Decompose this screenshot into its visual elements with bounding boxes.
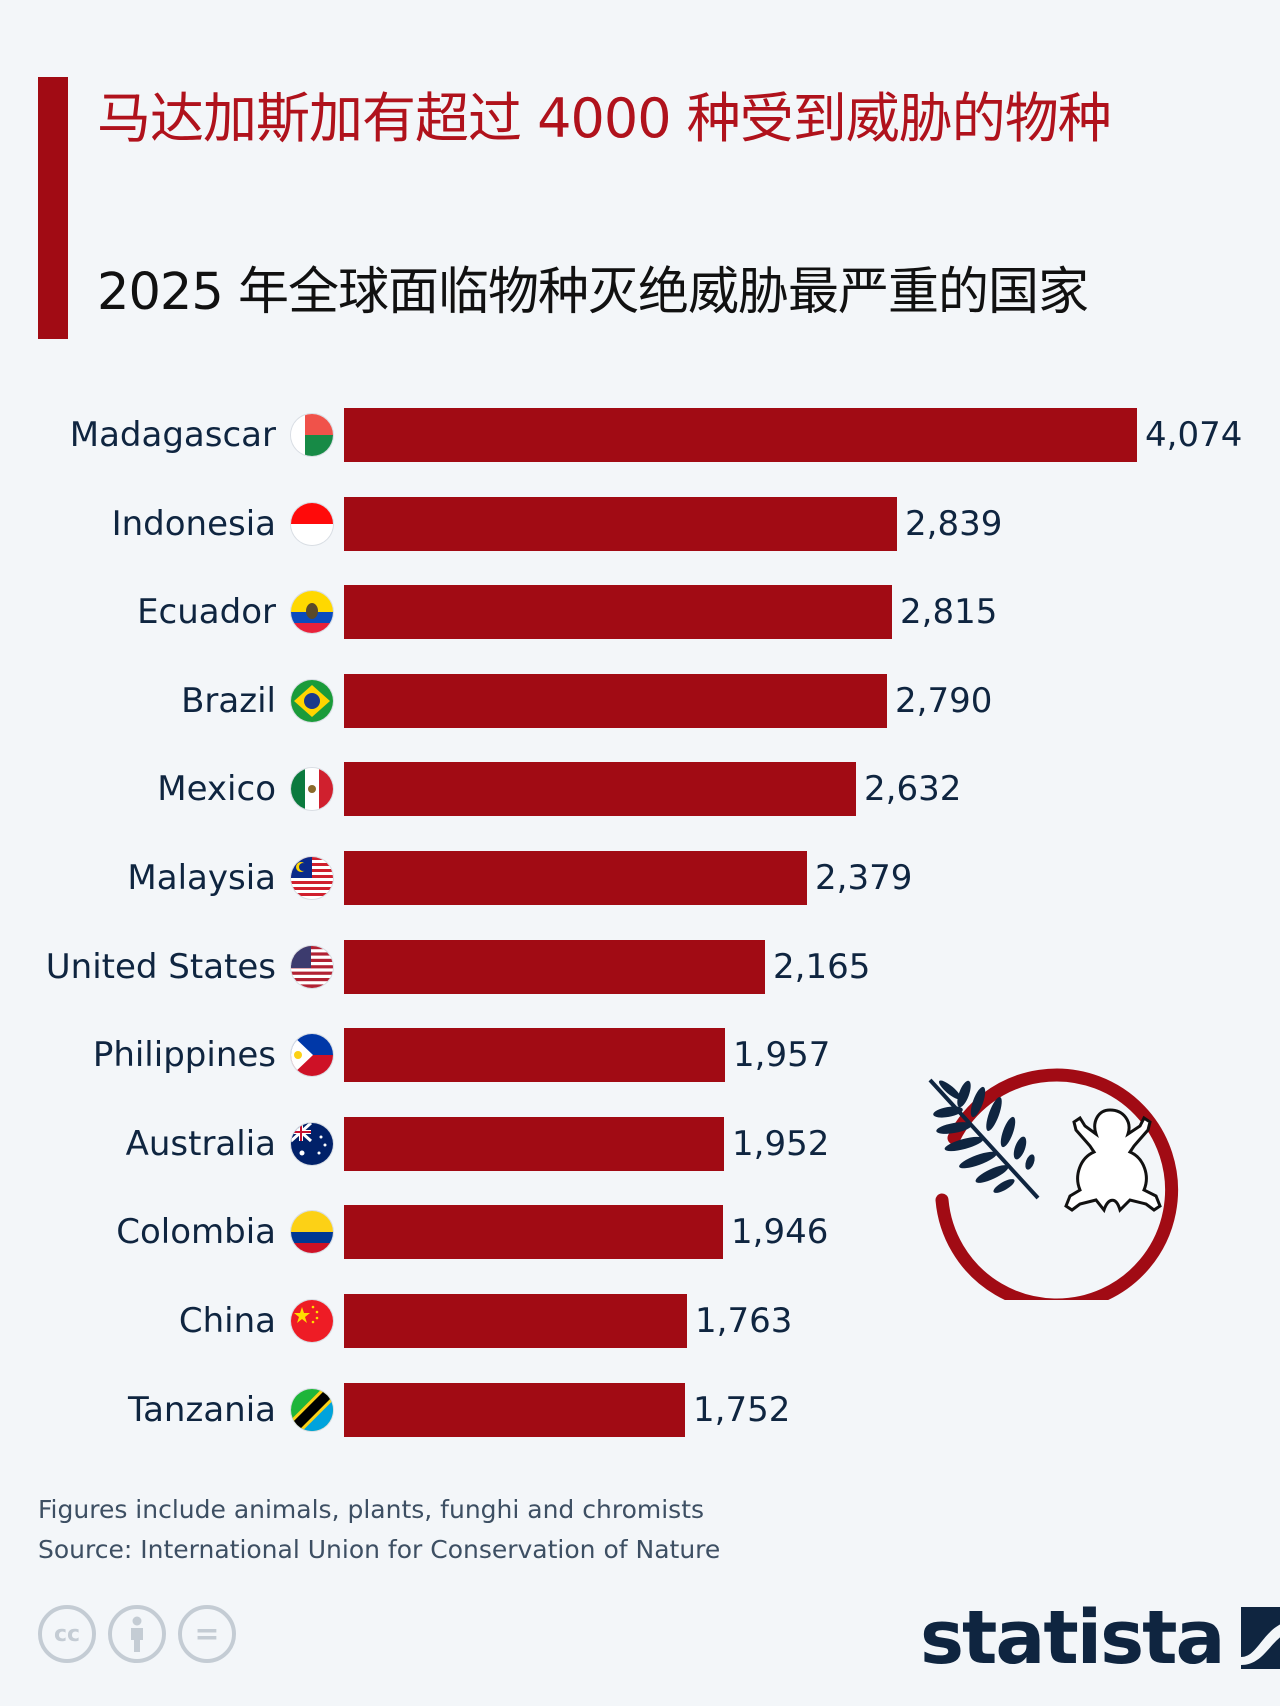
bar[interactable] xyxy=(344,1294,687,1348)
bar-row: Mexico 2,632 xyxy=(0,762,1280,817)
country-label: Australia xyxy=(125,1123,276,1164)
license-icons: cc = xyxy=(38,1605,236,1663)
mexico-flag-icon xyxy=(291,768,333,811)
ecuador-flag-icon xyxy=(291,591,333,634)
bar-row: United States 2,165 xyxy=(0,939,1280,994)
bar[interactable] xyxy=(344,496,897,551)
bar-row: Malaysia 2,379 xyxy=(0,851,1280,905)
statista-logo[interactable]: statista xyxy=(920,1598,1280,1678)
usa-flag-icon xyxy=(291,945,333,988)
bar[interactable] xyxy=(344,762,856,817)
bar[interactable] xyxy=(344,1028,725,1083)
country-label: Brazil xyxy=(181,680,276,721)
australia-flag-icon xyxy=(291,1122,333,1165)
value-label: 1,952 xyxy=(732,1123,830,1164)
bar[interactable] xyxy=(344,673,887,728)
country-label: Mexico xyxy=(157,769,276,810)
malaysia-flag-icon xyxy=(291,857,333,899)
source-note: Source: International Union for Conserva… xyxy=(38,1535,721,1564)
bar-row: Brazil 2,790 xyxy=(0,673,1280,728)
china-flag-icon xyxy=(291,1300,333,1342)
country-label: Madagascar xyxy=(69,415,276,455)
cc-icon[interactable]: cc xyxy=(38,1605,96,1663)
value-label: 2,165 xyxy=(773,946,871,987)
statista-mark-icon xyxy=(1241,1607,1280,1669)
country-label: Malaysia xyxy=(127,858,276,898)
statista-wordmark: statista xyxy=(920,1595,1225,1681)
country-label: United States xyxy=(45,946,276,987)
philippines-flag-icon xyxy=(291,1034,333,1077)
country-label: Colombia xyxy=(116,1212,276,1253)
bar-row: Indonesia 2,839 xyxy=(0,496,1280,551)
bar[interactable] xyxy=(344,585,892,640)
bar[interactable] xyxy=(344,851,807,905)
bar-row: Madagascar 4,074 xyxy=(0,408,1280,462)
brazil-flag-icon xyxy=(291,679,333,722)
by-icon[interactable] xyxy=(108,1605,166,1663)
value-label: 4,074 xyxy=(1145,415,1243,455)
bar-row: Philippines 1,957 xyxy=(0,1028,1280,1083)
nd-icon[interactable]: = xyxy=(178,1605,236,1663)
value-label: 2,790 xyxy=(895,680,993,721)
bar[interactable] xyxy=(344,1382,685,1437)
tanzania-flag-icon xyxy=(291,1388,333,1431)
colombia-flag-icon xyxy=(291,1211,333,1254)
chart-subtitle: 2025 年全球面临物种灭绝威胁最严重的国家 xyxy=(97,263,1089,322)
bar-row: China 1,763 xyxy=(0,1294,1280,1348)
leaf-frog-emblem-icon xyxy=(928,1068,1178,1300)
value-label: 1,957 xyxy=(733,1035,831,1076)
value-label: 1,946 xyxy=(731,1212,829,1253)
value-label: 2,815 xyxy=(900,592,998,633)
value-label: 1,763 xyxy=(695,1301,793,1341)
value-label: 2,632 xyxy=(864,769,962,810)
indonesia-flag-icon xyxy=(291,502,333,545)
madagascar-flag-icon xyxy=(291,414,333,456)
country-label: Philippines xyxy=(92,1035,276,1076)
country-label: China xyxy=(178,1301,276,1341)
value-label: 2,839 xyxy=(905,503,1003,544)
chart-title: 马达加斯加有超过 4000 种受到威胁的物种 xyxy=(97,87,1112,150)
country-label: Tanzania xyxy=(127,1389,276,1430)
bar-row: Australia 1,952 xyxy=(0,1116,1280,1171)
bar[interactable] xyxy=(344,939,765,994)
country-label: Indonesia xyxy=(111,503,276,544)
bar[interactable] xyxy=(344,408,1137,462)
value-label: 2,379 xyxy=(815,858,913,898)
bar[interactable] xyxy=(344,1205,723,1260)
bar[interactable] xyxy=(344,1116,724,1171)
bar-row: Ecuador 2,815 xyxy=(0,585,1280,640)
value-label: 1,752 xyxy=(693,1389,791,1430)
footnote: Figures include animals, plants, funghi … xyxy=(38,1495,705,1524)
bar-row: Colombia 1,946 xyxy=(0,1205,1280,1260)
country-label: Ecuador xyxy=(137,592,276,633)
accent-bar xyxy=(38,77,68,339)
bar-row: Tanzania 1,752 xyxy=(0,1382,1280,1437)
